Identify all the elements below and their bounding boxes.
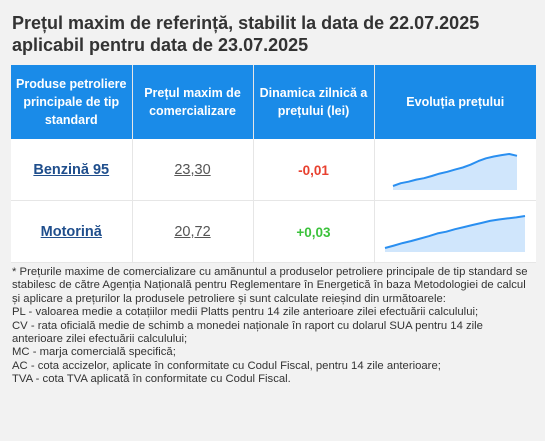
price-sparkline xyxy=(392,152,518,190)
daily-change-value: -0,01 xyxy=(298,162,329,178)
price-cell: 23,30 xyxy=(132,139,254,201)
footnote-pl: PL - valoarea medie a cotațiilor medii P… xyxy=(12,306,479,319)
daily-change-value: +0,03 xyxy=(296,224,331,240)
sparkline-area xyxy=(393,153,518,190)
price-value[interactable]: 20,72 xyxy=(174,224,211,240)
table-row: Motorină 20,72 +0,03 xyxy=(11,200,536,263)
footnotes: * Prețurile maxime de comercializare cu … xyxy=(12,266,534,387)
column-header-daily-change: Dinamica zilnică a prețului (lei) xyxy=(253,65,375,139)
product-cell: Benzină 95 xyxy=(11,139,133,201)
sparkline-line xyxy=(384,214,526,249)
footnote-intro: * Prețurile maxime de comercializare cu … xyxy=(12,266,528,305)
change-cell: -0,01 xyxy=(253,139,375,201)
column-header-price-evolution: Evoluția prețului xyxy=(374,65,536,139)
price-table: Produse petroliere principale de tip sta… xyxy=(11,65,536,263)
price-cell: 20,72 xyxy=(132,200,254,263)
table-header-row: Produse petroliere principale de tip sta… xyxy=(11,65,536,139)
sparkline-line xyxy=(392,152,518,187)
footnote-cv: CV - rata oficială medie de schimb a mon… xyxy=(12,319,483,346)
sparkline-cell xyxy=(374,200,536,263)
price-value[interactable]: 23,30 xyxy=(174,162,211,178)
column-header-max-price: Prețul maxim de comercializare xyxy=(132,65,254,139)
table-row: Benzină 95 23,30 -0,01 xyxy=(11,139,536,201)
footnote-tva: TVA - cota TVA aplicată în conformitate … xyxy=(12,373,291,386)
price-sparkline xyxy=(384,214,526,252)
sparkline-area xyxy=(385,215,526,252)
column-header-product: Produse petroliere principale de tip sta… xyxy=(11,65,133,139)
change-cell: +0,03 xyxy=(253,200,375,263)
product-cell: Motorină xyxy=(11,200,133,263)
product-link-motorina[interactable]: Motorină xyxy=(40,224,102,240)
sparkline-cell xyxy=(374,139,536,201)
product-link-benzina-95[interactable]: Benzină 95 xyxy=(33,162,110,178)
footnote-ac: AC - cota accizelor, aplicate în conform… xyxy=(12,359,441,372)
page-title: Prețul maxim de referință, stabilit la d… xyxy=(12,13,480,55)
footnote-mc: MC - marja comercială specifică; xyxy=(12,346,176,359)
